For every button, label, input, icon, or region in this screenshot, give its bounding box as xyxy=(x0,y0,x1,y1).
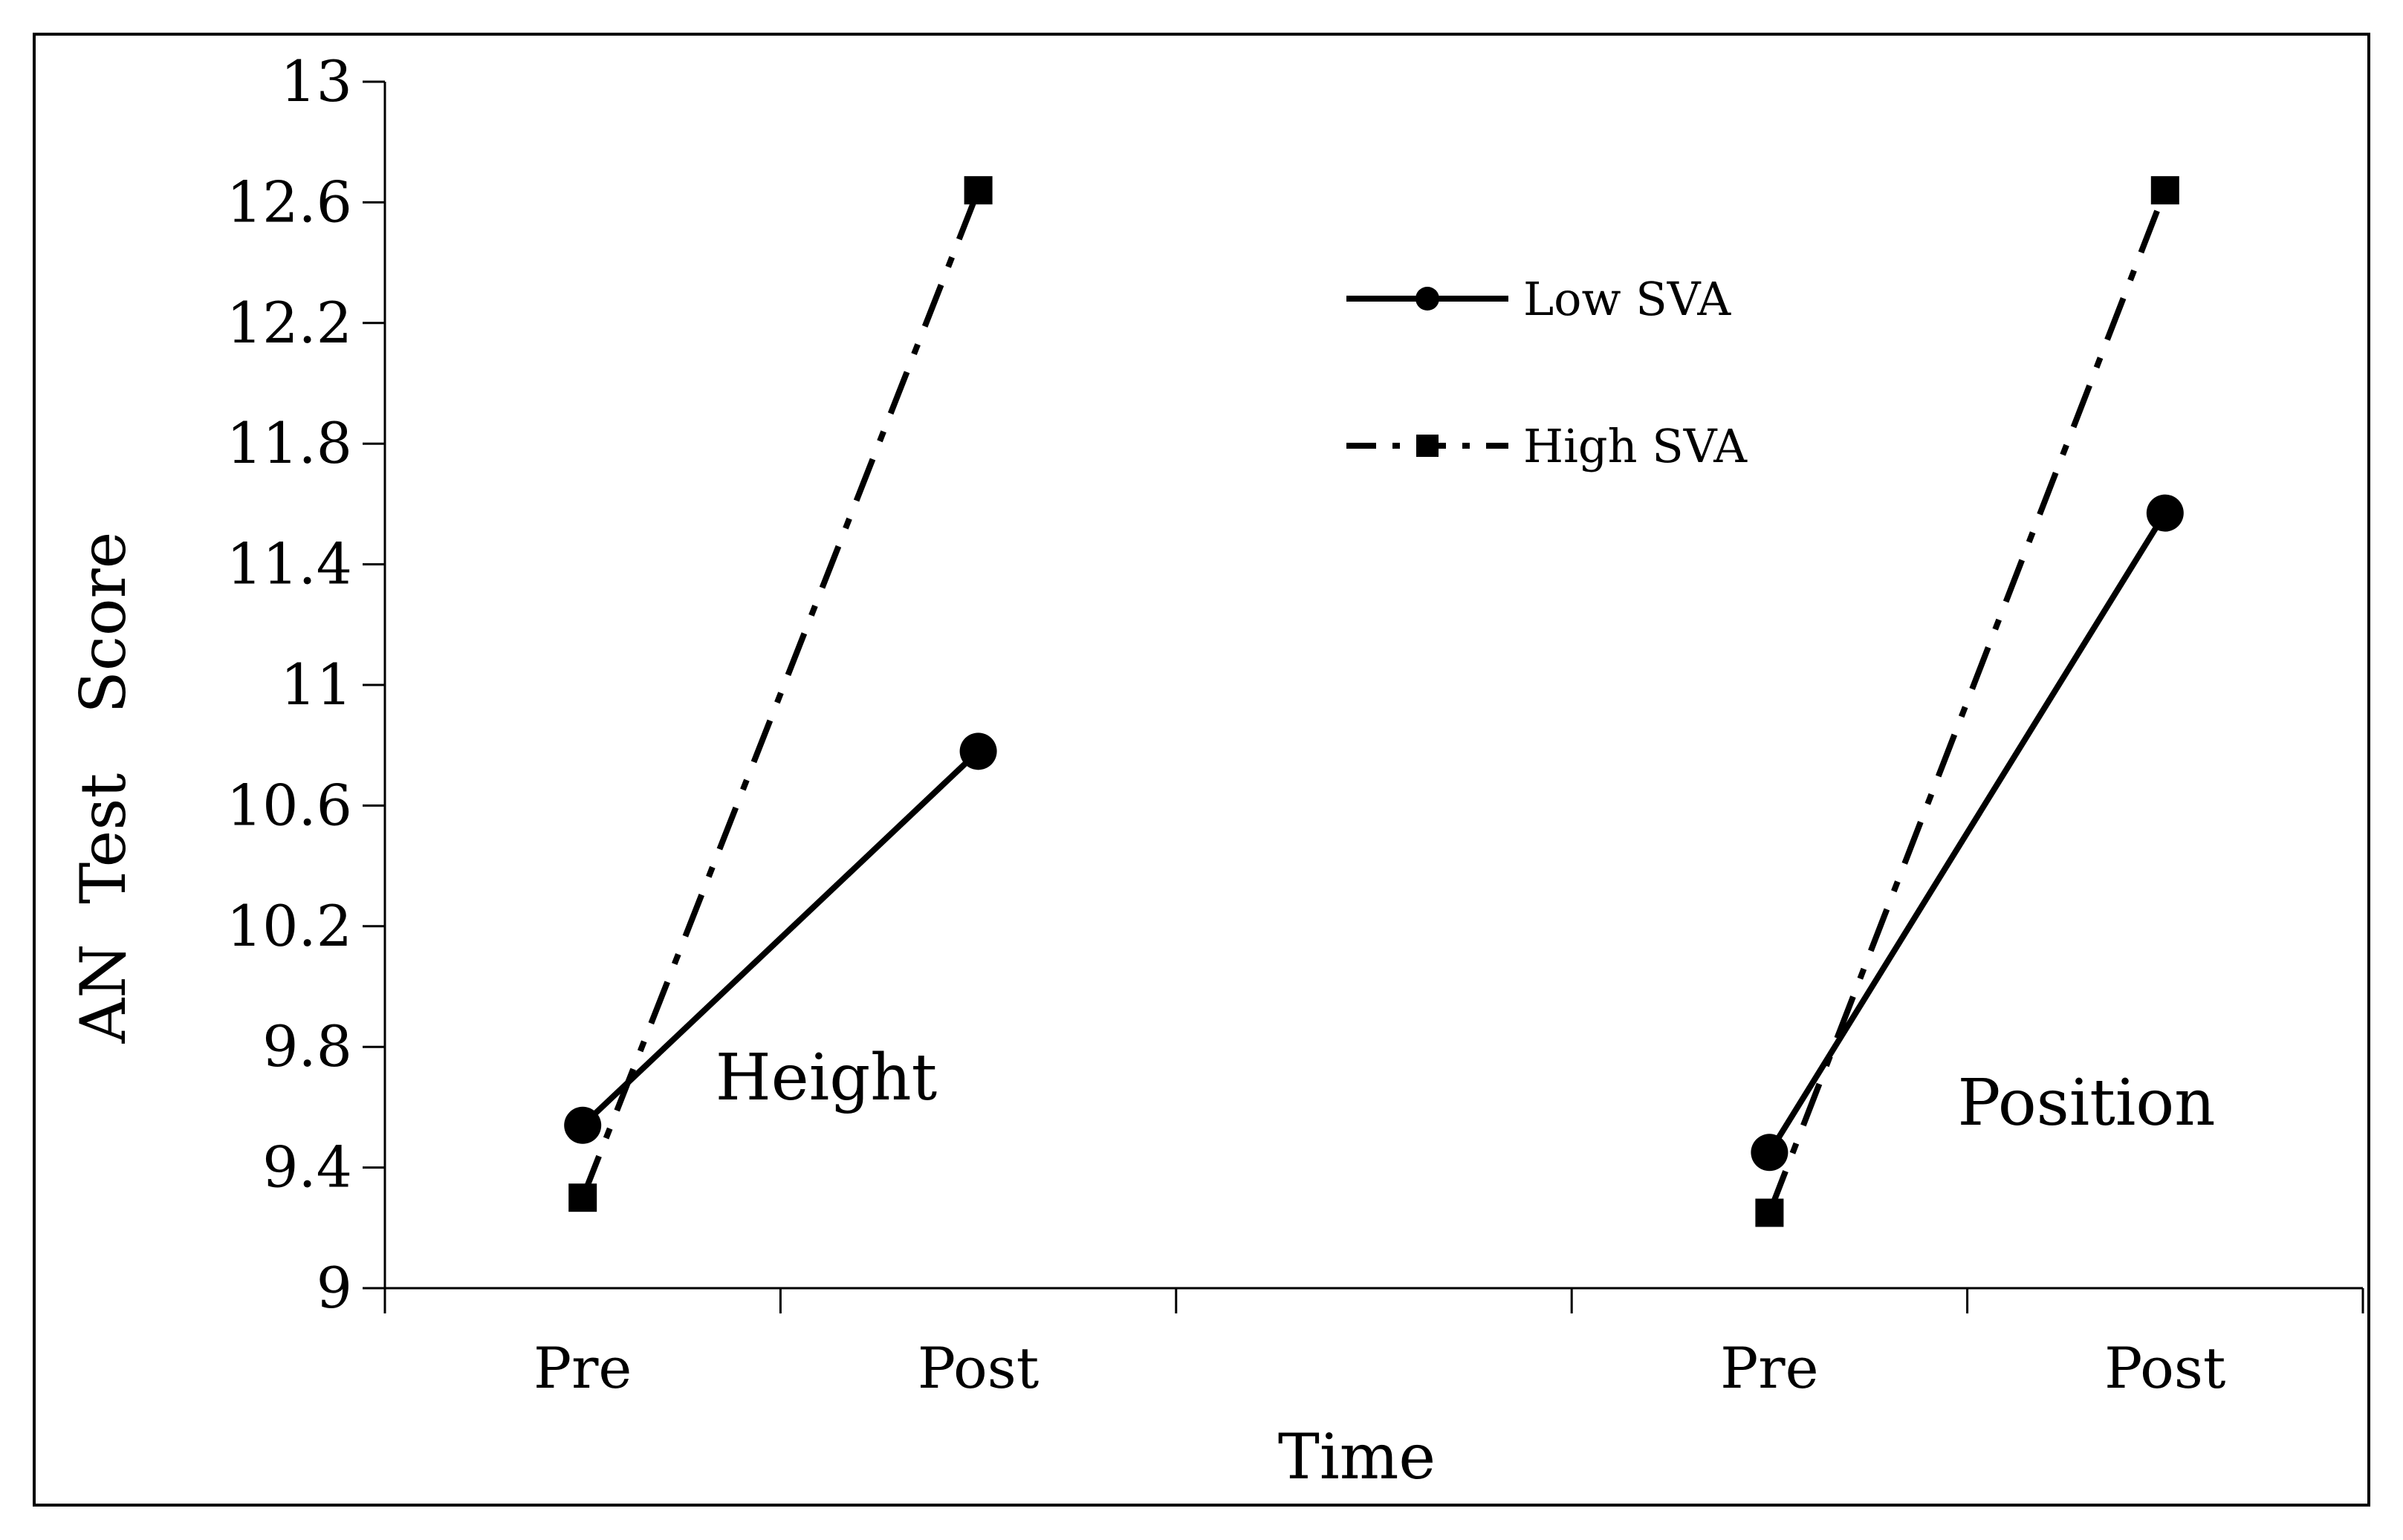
legend-item: Low SVA xyxy=(1346,272,1731,326)
series-line xyxy=(1766,189,2168,1214)
y-tick-label: 12.6 xyxy=(227,169,352,235)
series-line xyxy=(580,749,981,1128)
data-point xyxy=(568,1183,597,1212)
x-tick-label: Post xyxy=(918,1335,1039,1401)
data-point xyxy=(564,1106,602,1144)
x-axis-ticks: Pre Post Pre Post xyxy=(383,1288,2364,1401)
data-point xyxy=(964,176,993,205)
data-point xyxy=(959,732,997,770)
series-layer xyxy=(564,176,2184,1227)
y-tick-label: 9.8 xyxy=(262,1013,352,1079)
series-high-sva xyxy=(568,176,2179,1227)
series-low-sva xyxy=(564,494,2184,1172)
y-tick-label: 11 xyxy=(280,652,352,718)
x-tick-label: Pre xyxy=(534,1335,632,1401)
x-axis-title: Time xyxy=(1278,1420,1436,1493)
data-point xyxy=(2146,494,2184,532)
y-tick-label: 12.2 xyxy=(227,290,352,356)
series-line xyxy=(580,189,982,1199)
x-tick-label: Post xyxy=(2104,1335,2225,1401)
y-tick-label: 11.4 xyxy=(227,531,352,597)
y-tick-label: 13 xyxy=(280,48,352,114)
x-tick-label: Pre xyxy=(1720,1335,1818,1401)
legend-marker xyxy=(1416,435,1439,457)
chart-border xyxy=(33,33,2370,1507)
y-tick-label: 10.6 xyxy=(227,772,352,838)
y-axis-ticks: 9 9.4 9.8 10.2 10.6 11 11.4 11.8 12.2 12.6 13 xyxy=(227,48,385,1321)
y-tick-label: 9 xyxy=(317,1255,352,1321)
legend-marker xyxy=(1415,287,1439,311)
y-tick-label: 9.4 xyxy=(262,1134,352,1201)
legend-label: High SVA xyxy=(1523,419,1748,473)
y-tick-label: 10.2 xyxy=(227,893,352,959)
data-point xyxy=(1755,1198,1784,1227)
series-line xyxy=(1766,511,2168,1154)
legend-item: High SVA xyxy=(1346,419,1748,473)
y-axis-title: AN Test Score xyxy=(67,532,140,1044)
legend: Low SVA High SVA xyxy=(1346,272,1748,473)
annotation-position: Position xyxy=(1957,1066,2215,1140)
y-tick-label: 11.8 xyxy=(227,410,352,476)
data-point xyxy=(2150,176,2179,205)
data-point xyxy=(1751,1134,1789,1172)
annotation-height: Height xyxy=(716,1041,937,1115)
legend-label: Low SVA xyxy=(1523,272,1731,326)
